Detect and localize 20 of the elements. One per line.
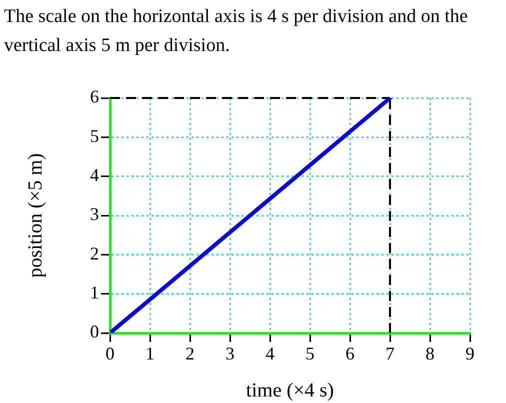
x-tick-label: 8 [426, 344, 434, 364]
x-tick-label: 1 [146, 344, 154, 364]
y-axis-title: position (×5 m) [24, 153, 46, 278]
x-tick-label: 9 [466, 344, 474, 364]
x-tick-label: 3 [226, 344, 234, 364]
y-tick-label: 4 [90, 165, 99, 186]
x-tick-label: 6 [346, 344, 354, 364]
x-tick-label: 7 [386, 344, 394, 364]
y-tick-label: 1 [90, 282, 99, 303]
x-axis-title: time (×4 s) [246, 379, 334, 402]
chart-title: The scale on the horizontal axis is 4 s per division and on the vertical axis 5 m per division. [4, 5, 469, 58]
y-tick-label: 6 [90, 86, 99, 107]
y-tick-label: 5 [90, 126, 99, 146]
y-tick-label: 3 [90, 204, 99, 224]
x-tick-label: 5 [306, 344, 314, 364]
x-tick-label: 4 [266, 344, 274, 364]
y-tick-label: 2 [90, 243, 99, 264]
x-tick-label: 2 [186, 344, 194, 364]
x-tick-label: 0 [106, 344, 114, 364]
y-tick-label: 0 [90, 322, 99, 342]
